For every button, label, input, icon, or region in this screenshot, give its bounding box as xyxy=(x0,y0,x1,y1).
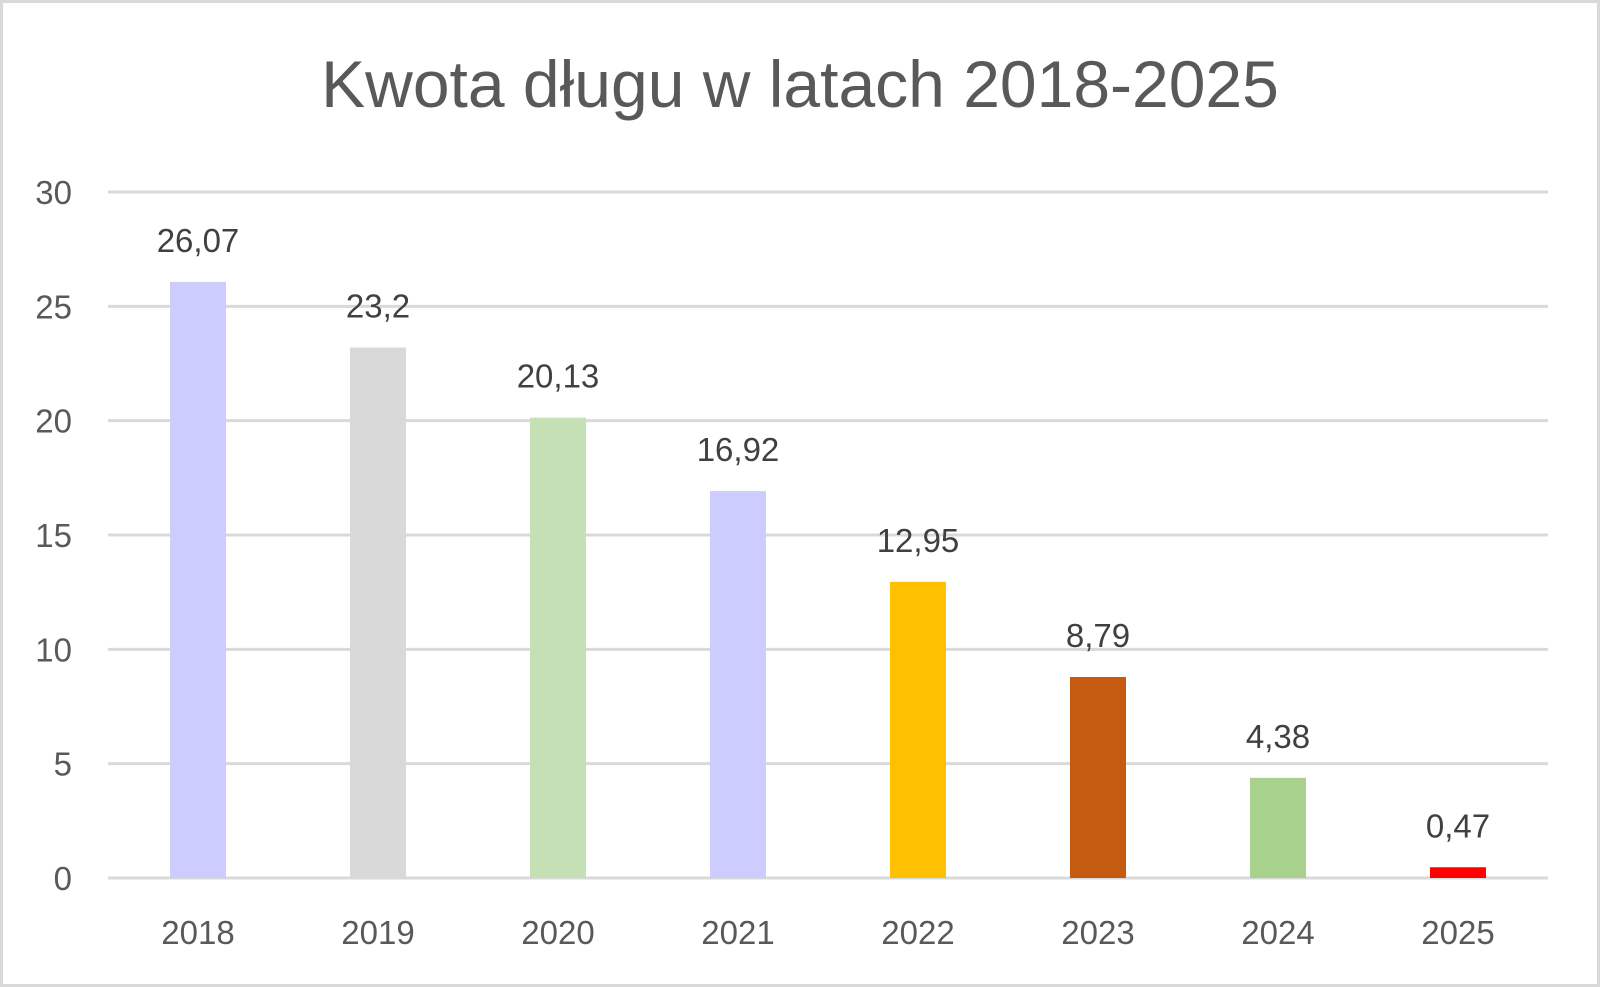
x-tick-label-2024: 2024 xyxy=(1241,914,1314,951)
y-tick-label: 10 xyxy=(35,631,72,668)
bar-2024 xyxy=(1250,777,1306,878)
data-label-2018: 26,07 xyxy=(157,222,240,259)
x-tick-label-2025: 2025 xyxy=(1421,914,1494,951)
data-label-2024: 4,38 xyxy=(1246,718,1310,755)
x-tick-label-2020: 2020 xyxy=(521,914,594,951)
bar-2020 xyxy=(530,417,586,878)
y-axis: 0 5 10 15 20 25 30 xyxy=(35,174,72,897)
bar-2022 xyxy=(890,581,946,878)
bar-2021 xyxy=(710,491,766,878)
data-label-2021: 16,92 xyxy=(697,431,780,468)
bar-2025 xyxy=(1430,867,1486,878)
data-label-2022: 12,95 xyxy=(877,522,960,559)
gridlines xyxy=(108,190,1548,880)
chart-title: Kwota długu w latach 2018-2025 xyxy=(321,47,1279,121)
bar-2018 xyxy=(170,281,226,879)
x-tick-label-2018: 2018 xyxy=(161,914,234,951)
y-tick-label: 25 xyxy=(35,288,72,325)
y-tick-label: 30 xyxy=(35,174,72,211)
bars xyxy=(170,281,1486,879)
bar-2019 xyxy=(350,347,406,878)
data-label-2023: 8,79 xyxy=(1066,617,1130,654)
y-tick-label: 0 xyxy=(54,860,72,897)
data-label-2019: 23,2 xyxy=(346,287,410,324)
x-tick-label-2021: 2021 xyxy=(701,914,774,951)
x-axis: 2018 2019 2020 2021 2022 2023 2024 2025 xyxy=(161,914,1494,951)
x-tick-label-2023: 2023 xyxy=(1061,914,1134,951)
data-label-2020: 20,13 xyxy=(517,358,600,395)
y-tick-label: 15 xyxy=(35,517,72,554)
bar-2023 xyxy=(1070,677,1126,878)
data-label-2025: 0,47 xyxy=(1426,807,1490,844)
x-tick-label-2019: 2019 xyxy=(341,914,414,951)
data-labels: 26,07 23,2 20,13 16,92 12,95 8,79 4,38 0,47 xyxy=(157,222,1490,844)
x-tick-label-2022: 2022 xyxy=(881,914,954,951)
y-tick-label: 5 xyxy=(54,746,72,783)
y-tick-label: 20 xyxy=(35,403,72,440)
